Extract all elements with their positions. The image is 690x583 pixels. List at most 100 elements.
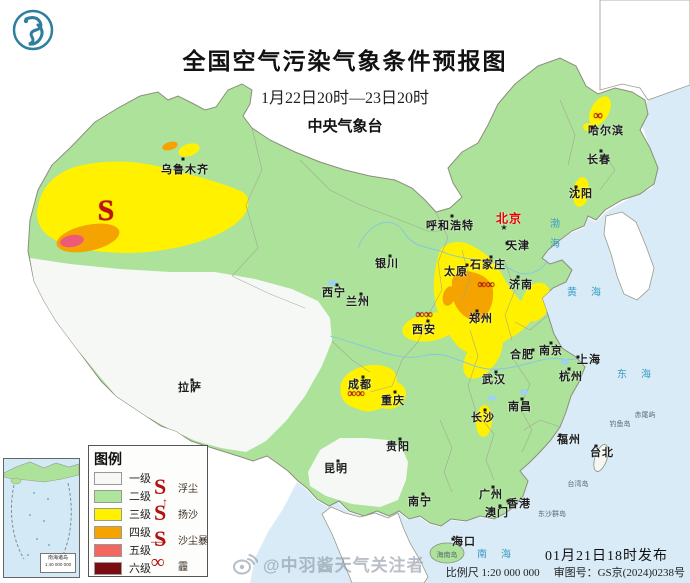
city-dot — [388, 254, 392, 258]
island-label: 钓鱼岛 — [609, 421, 631, 428]
city-label: 南宁 — [408, 496, 432, 508]
haze-symbol: ∞∞ — [347, 386, 365, 400]
city-dot — [576, 355, 580, 359]
legend-symbol-row: S → 沙尘暴 — [146, 526, 211, 552]
city-dot — [426, 319, 430, 323]
scale-approval-line: 比例尺 1:20 000 000 审图号：GS京(2024)0238号 — [446, 564, 685, 580]
city-dot — [489, 255, 493, 259]
city-dot — [451, 537, 455, 541]
city-dot — [359, 292, 363, 296]
legend-symbol-label: 沙尘暴 — [178, 535, 208, 547]
sea-label: 东海 — [617, 369, 665, 381]
legend-level-row: 六级 — [94, 559, 202, 577]
city-label: 台北 — [590, 447, 614, 459]
yunnan-guizhou-level1 — [308, 438, 408, 507]
city-dot — [190, 378, 194, 382]
rivers — [329, 221, 587, 370]
city-dot — [505, 241, 509, 245]
city-dot — [520, 397, 524, 401]
hubei-level3 — [463, 331, 503, 379]
city-label: 哈尔滨 — [588, 125, 624, 137]
shenyang-level3 — [572, 177, 590, 207]
city-label: 兰州 — [346, 296, 370, 308]
level1-regions — [30, 258, 408, 507]
city-dot — [558, 433, 562, 437]
city-label: 长春 — [587, 154, 611, 166]
russia-land — [599, 0, 690, 101]
legend-level-row: 二级 — [94, 487, 202, 505]
city-dot — [181, 157, 185, 161]
city-dot — [574, 185, 578, 189]
city-label: 福州 — [557, 434, 581, 446]
city-label: 武汉 — [482, 374, 506, 386]
legend-symbol-list: S 浮尘 S ↑ 扬沙 S → 沙尘暴 ∞ 霾 — [146, 474, 211, 578]
city-label: 石家庄 — [470, 259, 506, 271]
city-label: 北京 — [495, 211, 523, 226]
city-label: 南京 — [539, 345, 563, 357]
legend-box: 图例 一级二级三级 四级 五级六级 S 浮尘 S ↑ 扬沙 S → 沙尘暴 ∞ 霾 — [88, 445, 208, 577]
legend-title: 图例 — [94, 451, 122, 467]
legend-symbol-row: ∞ 霾 — [151, 552, 211, 578]
city-dot — [549, 341, 553, 345]
city-dot — [531, 348, 535, 352]
city-label: 南昌 — [508, 401, 532, 413]
city-dot — [567, 367, 571, 371]
legend-color-swatch — [94, 543, 122, 557]
city-dot — [450, 214, 454, 218]
symbol-glyph: S — [154, 500, 167, 525]
legend-symbol-label: 浮尘 — [178, 483, 198, 495]
legend-level-row: 四级 — [94, 523, 202, 541]
city-dot — [599, 149, 603, 153]
city-label: 杭州 — [559, 371, 583, 383]
legend-color-swatch — [94, 561, 122, 575]
city-label: 银川 — [375, 258, 399, 270]
inset-scale-box: 南海诸岛 1:40 000 000 — [40, 553, 76, 573]
cma-dragon-logo-icon — [12, 9, 54, 51]
city-label: 西宁 — [322, 287, 346, 299]
legend-color-swatch — [94, 525, 122, 539]
city-label: 长沙 — [471, 412, 495, 424]
haze-symbol: ∞∞ — [477, 277, 495, 291]
dust-legend-icon: S ↑ — [151, 495, 175, 525]
legend-level-label: 六级 — [129, 563, 151, 575]
legend-level-row: 三级 — [94, 505, 202, 523]
legend-level-row: 一级 — [94, 469, 202, 487]
inset-scale: 1:40 000 000 — [44, 562, 72, 567]
city-dot — [475, 309, 479, 313]
symbol-glyph: S — [154, 474, 167, 499]
city-label: 香港 — [507, 498, 531, 510]
weibo-eye-icon — [233, 553, 258, 574]
tarim-level5 — [60, 234, 84, 248]
city-label: 昆明 — [324, 463, 348, 475]
island-label: 台湾岛 — [567, 481, 589, 488]
city-dot — [393, 390, 397, 394]
city-dot — [491, 485, 495, 489]
legend-symbol-row: S 浮尘 — [151, 474, 211, 500]
city-dot — [361, 375, 365, 379]
city-label: 海口 — [452, 536, 476, 548]
city-label: 太原 — [444, 266, 468, 278]
legend-level-row: 五级 — [94, 541, 202, 559]
city-dot — [421, 492, 425, 496]
legend-level-label: 二级 — [129, 491, 151, 503]
symbol-glyph: S — [154, 526, 167, 551]
hainan-island — [429, 542, 465, 564]
city-label: 济南 — [509, 279, 533, 291]
taiwan-island — [593, 444, 609, 472]
approval-number: 审图号：GS京(2024)0238号 — [553, 567, 685, 579]
city-label: 上海 — [577, 354, 601, 366]
sea-layer — [250, 85, 690, 583]
city-dot — [516, 275, 520, 279]
harbin-level3 — [589, 96, 611, 126]
city-label: 合肥 — [510, 349, 534, 361]
floating-dust-symbol: S — [97, 194, 115, 227]
province-borders — [231, 99, 616, 493]
city-label: 呼和浩特 — [426, 220, 474, 232]
capital-star-icon: ★ — [500, 223, 508, 232]
tibet-qinghai-level1 — [30, 258, 332, 452]
legend-symbol-row: S ↑ 扬沙 — [151, 495, 211, 526]
city-label: 成都 — [348, 379, 372, 391]
sea-label: 南海 — [477, 549, 525, 561]
city-label: 沈阳 — [569, 188, 593, 200]
watermark-text: @中羽酱天气关注者 — [263, 556, 425, 575]
